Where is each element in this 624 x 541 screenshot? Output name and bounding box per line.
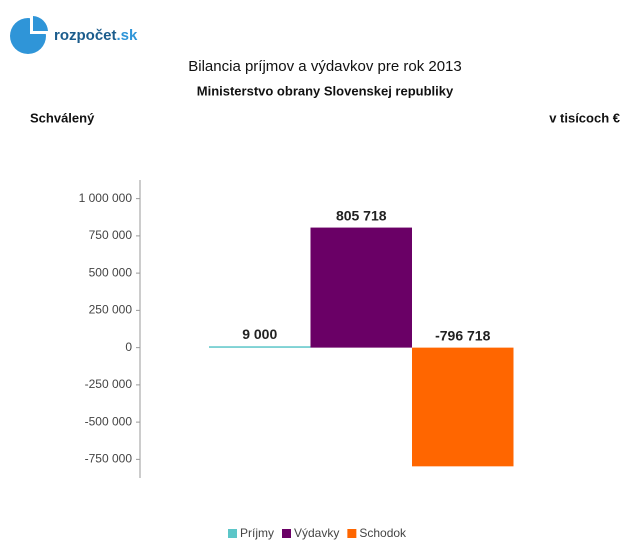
legend-swatch — [347, 529, 357, 538]
logo-main: rozpočet — [54, 27, 117, 44]
logo-suffix: .sk — [117, 27, 139, 44]
chart-subtitle: Ministerstvo obrany Slovenskej republiky — [197, 83, 454, 98]
bar — [412, 347, 514, 467]
logo-slice — [33, 16, 48, 31]
legend-label: Schodok — [359, 526, 407, 540]
bar — [209, 346, 311, 348]
y-tick-label: -500 000 — [85, 414, 133, 428]
value-label: 9 000 — [242, 326, 277, 342]
logo-text: rozpočet.sk — [54, 27, 138, 44]
y-tick-label: -250 000 — [85, 377, 133, 391]
y-tick-label: -750 000 — [85, 452, 133, 466]
y-tick-label: 750 000 — [89, 228, 133, 242]
legend-label: Výdavky — [294, 526, 339, 540]
y-tick-label: 0 — [125, 340, 132, 354]
left-label: Schválený — [30, 110, 95, 125]
logo: rozpočet.sk — [10, 14, 138, 54]
legend-swatch — [282, 529, 291, 538]
legend-label: Príjmy — [240, 526, 274, 540]
y-tick-label: 1 000 000 — [79, 191, 133, 205]
legend: Príjmy Výdavky Schodok — [228, 526, 407, 540]
value-label: -796 718 — [435, 327, 490, 343]
value-label: 805 718 — [336, 207, 387, 223]
legend-swatch — [228, 529, 237, 538]
y-tick-label: 250 000 — [89, 303, 133, 317]
y-tick-label: 500 000 — [89, 265, 133, 279]
chart-title: Bilancia príjmov a výdavkov pre rok 2013 — [188, 58, 461, 75]
unit-label: v tisícoch € — [549, 110, 620, 125]
bar — [310, 227, 412, 348]
